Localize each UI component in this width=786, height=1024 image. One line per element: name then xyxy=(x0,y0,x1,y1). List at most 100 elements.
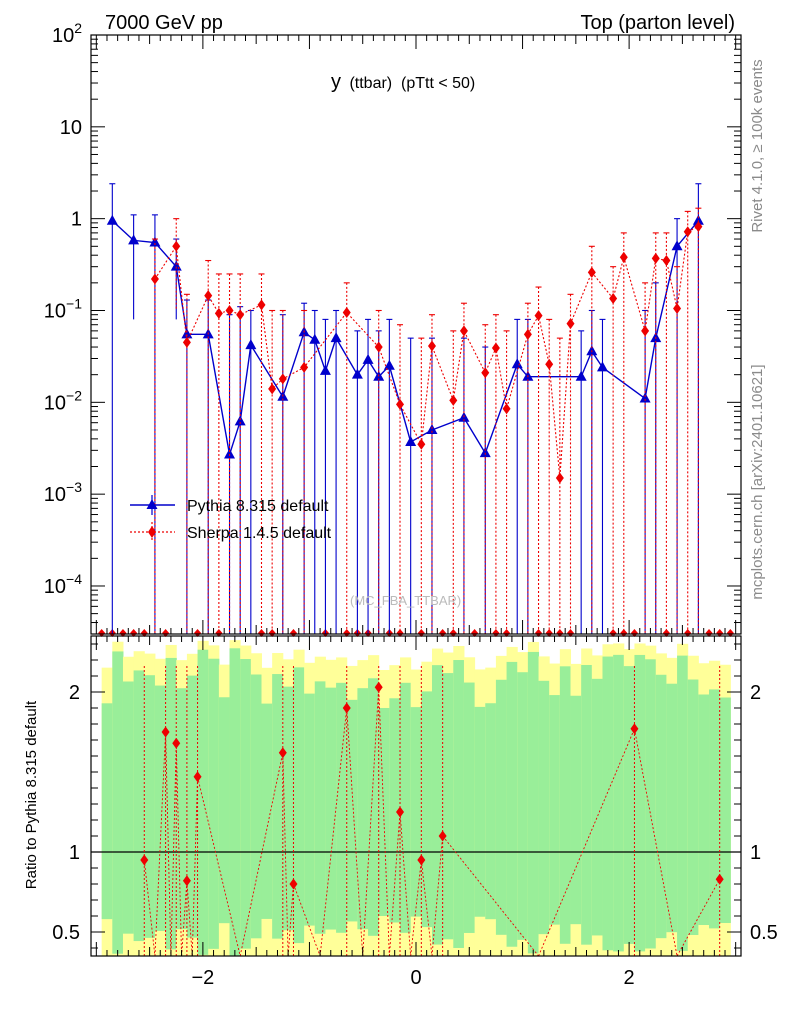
x-tick-label: −2 xyxy=(191,967,214,989)
band-inner xyxy=(336,682,348,933)
band-inner xyxy=(474,706,486,917)
y-tick-label: 10−2 xyxy=(44,387,82,414)
band-inner xyxy=(250,674,262,939)
y-tick-base: 10 xyxy=(52,25,74,47)
pythia-point xyxy=(309,333,321,344)
zero-bin-marker xyxy=(726,629,734,637)
band-inner xyxy=(346,699,358,922)
band-inner xyxy=(122,681,135,934)
sherpa-point xyxy=(651,252,660,264)
band-inner xyxy=(133,670,145,942)
sherpa-point xyxy=(534,310,543,322)
pythia-point xyxy=(224,448,236,459)
band-inner xyxy=(101,703,113,920)
band-inner xyxy=(527,651,540,954)
y-tick-exponent: 2 xyxy=(74,20,82,36)
sherpa-point xyxy=(641,325,650,337)
data-series xyxy=(106,183,704,634)
band-inner xyxy=(485,703,497,920)
band-inner xyxy=(165,657,177,950)
pythia-point xyxy=(639,392,651,403)
ratio-guide xyxy=(378,687,390,957)
sherpa-point xyxy=(523,328,532,340)
header-left: 7000 GeV pp xyxy=(105,12,223,34)
ratio-guide xyxy=(346,707,364,957)
legend-item-sherpa: Sherpa 1.4.5 default xyxy=(130,522,332,542)
zero-bin-marker xyxy=(705,629,713,637)
band-inner xyxy=(186,675,199,938)
pythia-point xyxy=(692,214,704,225)
band-inner xyxy=(325,687,337,930)
zero-bin-marker xyxy=(630,629,638,637)
ratio-guide xyxy=(282,752,289,957)
band-inner xyxy=(240,659,252,949)
ratio-guide xyxy=(431,835,444,957)
pythia-point xyxy=(479,447,491,458)
ratio-y-axis-label: Ratio to Pythia 8.315 default xyxy=(23,700,40,889)
band-inner xyxy=(368,678,380,936)
pythia-point xyxy=(586,345,598,356)
ratio-guide xyxy=(170,743,177,957)
y-tick-label: 10 xyxy=(60,117,82,139)
axes xyxy=(90,34,742,957)
y-tick-base: 10 xyxy=(44,576,66,598)
pythia-point xyxy=(362,353,374,364)
ratio-tick-label-right: 2 xyxy=(750,682,761,704)
legend-marker-pythia xyxy=(146,499,158,509)
band-inner xyxy=(229,648,241,956)
sherpa-point xyxy=(673,303,682,315)
ratio-guide xyxy=(538,728,635,957)
zero-bin-marker xyxy=(194,629,202,637)
sherpa-point xyxy=(150,273,159,285)
zero-bin-marker xyxy=(471,629,479,637)
zero-bin-marker xyxy=(130,629,138,637)
legend-marker-sherpa xyxy=(148,526,156,538)
sherpa-point xyxy=(566,318,575,330)
sherpa-point xyxy=(459,325,468,337)
band-inner xyxy=(655,674,667,939)
ratio-guide xyxy=(287,883,294,957)
ratio-series xyxy=(91,666,741,957)
pythia-point xyxy=(245,339,257,350)
zero-bin-marker xyxy=(162,629,170,637)
ratio-guide xyxy=(143,859,156,957)
sherpa-point xyxy=(182,336,191,348)
band-inner xyxy=(378,707,390,917)
ratio-guide xyxy=(319,707,348,957)
band-inner xyxy=(357,688,369,930)
pythia-point xyxy=(234,415,246,426)
band-inner xyxy=(154,685,167,931)
ratio-tick-label-left: 0.5 xyxy=(52,922,80,944)
pythia-point xyxy=(426,423,438,434)
y-tick-label: 10−4 xyxy=(44,571,82,598)
band-inner xyxy=(698,694,710,925)
zero-bin-marker xyxy=(716,629,724,637)
chart-title-main: y xyxy=(331,71,341,93)
y-tick-exponent: −1 xyxy=(66,295,82,311)
pythia-point xyxy=(575,370,587,381)
y-tick-base: 10 xyxy=(44,300,66,322)
zero-bin-marker xyxy=(289,629,297,637)
sherpa-point xyxy=(300,361,309,373)
ratio-guide xyxy=(191,776,199,957)
sherpa-point xyxy=(278,373,287,385)
sherpa-point xyxy=(172,240,181,252)
ratio-guide xyxy=(362,687,380,957)
pythia-point xyxy=(181,328,193,339)
ratio-guide xyxy=(442,835,539,957)
legend-label-sherpa: Sherpa 1.4.5 default xyxy=(187,525,332,542)
y-tick-base: 10 xyxy=(44,484,66,506)
band-inner xyxy=(218,697,231,924)
pythia-point xyxy=(671,240,683,251)
legend-item-pythia: Pythia 8.315 default xyxy=(130,495,329,515)
x-tick-label: 0 xyxy=(410,967,421,989)
band-inner xyxy=(666,683,678,933)
band-inner xyxy=(591,678,603,936)
ratio-guide xyxy=(154,731,167,957)
band-inner xyxy=(719,697,731,923)
band-inner xyxy=(197,649,209,955)
y-tick-label: 102 xyxy=(52,20,82,47)
mcplots-label: mcplots.cern.ch [arXiv:2401.10621] xyxy=(749,364,766,599)
pythia-point xyxy=(106,214,118,225)
